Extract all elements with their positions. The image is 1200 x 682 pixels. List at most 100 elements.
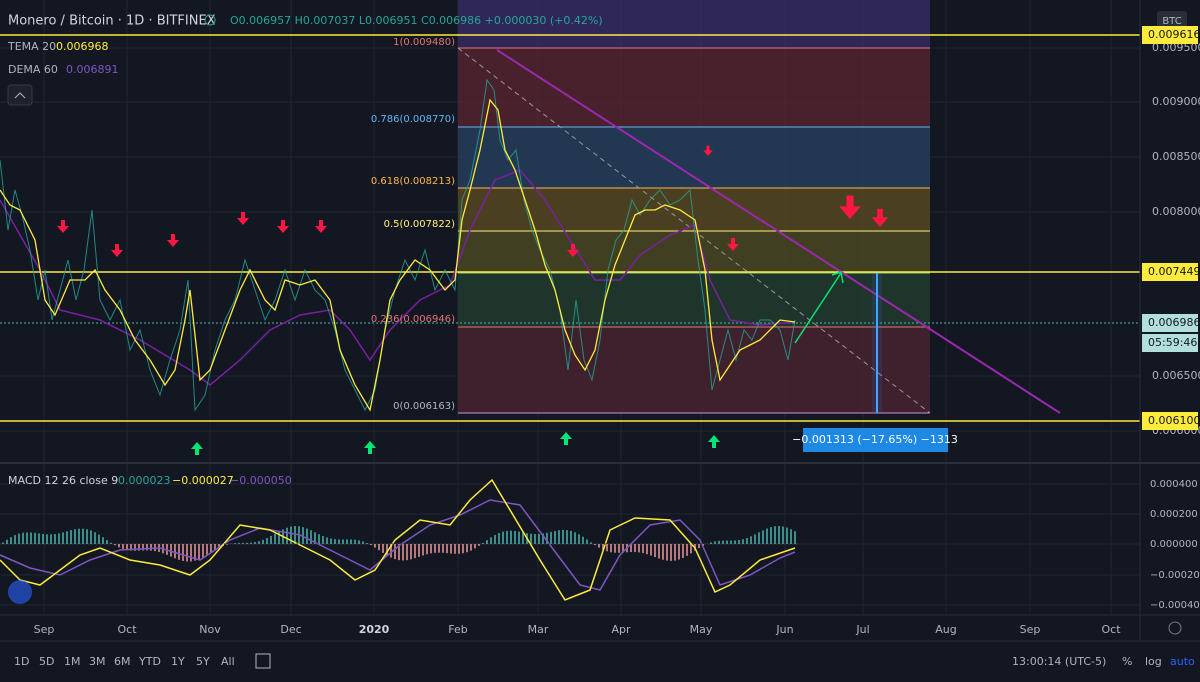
hist-bar [610, 544, 612, 553]
hist-bar [578, 534, 580, 544]
zone [458, 127, 930, 188]
up-arrow [191, 442, 203, 455]
hist-bar [54, 534, 56, 544]
hist-bar [494, 534, 496, 544]
range-button[interactable]: All [221, 655, 235, 668]
time-tick-label: Sep [34, 623, 55, 636]
hist-bar [246, 542, 248, 544]
time-tick-label: Apr [611, 623, 631, 636]
hist-bar [366, 543, 368, 544]
price-marker-text: 0.006100 [1148, 414, 1200, 427]
hist-bar [18, 533, 20, 544]
hist-bar [234, 543, 236, 544]
hist-bar [506, 530, 508, 544]
price-marker [1142, 26, 1198, 44]
hist-bar [794, 531, 796, 544]
scale-option[interactable]: log [1145, 655, 1162, 668]
hist-bar [606, 544, 608, 552]
settings-icon[interactable] [1168, 621, 1182, 635]
scale-option[interactable]: % [1122, 655, 1132, 668]
hist-bar [362, 541, 364, 544]
logo [8, 580, 32, 604]
macd-tick-label: 0.000000 [1150, 539, 1198, 550]
price-marker [1142, 334, 1198, 352]
down-arrow [167, 234, 179, 247]
hist-bar [482, 543, 484, 544]
hist-bar [446, 544, 448, 554]
hist-bar [398, 544, 400, 561]
hist-bar [650, 544, 652, 556]
date-range-icon[interactable] [255, 653, 271, 669]
range-button[interactable]: 1D [14, 655, 29, 668]
hist-bar [294, 526, 296, 544]
hist-bar [538, 533, 540, 544]
hist-bar [150, 544, 152, 551]
hist-bar [138, 544, 140, 551]
hist-bar [198, 544, 200, 560]
hist-bar [442, 544, 444, 553]
range-button[interactable]: 5Y [196, 655, 210, 668]
hist-bar [438, 544, 440, 553]
hist-bar [286, 527, 288, 544]
trend-line [496, 49, 1061, 414]
hist-bar [318, 534, 320, 544]
scale-option[interactable]: auto [1170, 655, 1195, 668]
zone [458, 327, 930, 413]
hist-bar [250, 542, 252, 544]
price-marker-text: 0.009616 [1148, 28, 1200, 41]
hist-bar [554, 530, 556, 544]
hist-bar [766, 528, 768, 544]
hist-bar [690, 544, 692, 554]
currency-badge [1157, 11, 1187, 29]
hist-bar [546, 532, 548, 544]
time-tick-label: Sep [1020, 623, 1041, 636]
hist-bar [458, 544, 460, 554]
down-arrow [703, 145, 713, 157]
hist-bar [74, 529, 76, 544]
hist-bar [34, 532, 36, 544]
collapse-button[interactable] [7, 84, 33, 106]
hist-bar [94, 532, 96, 544]
hist-bar [310, 530, 312, 544]
hist-bar [42, 533, 44, 544]
hist-bar [594, 544, 596, 546]
hist-bar [746, 537, 748, 544]
hist-bar [242, 542, 244, 544]
time-tick-label: Oct [117, 623, 137, 636]
hist-bar [258, 541, 260, 544]
fib-label: 0.618(0.008213) [371, 176, 455, 187]
hist-bar [194, 544, 196, 561]
hist-bar [110, 542, 112, 544]
hist-bar [530, 533, 532, 544]
hist-bar [622, 544, 624, 553]
range-button[interactable]: 1M [64, 655, 81, 668]
range-button[interactable]: 1Y [171, 655, 185, 668]
range-button[interactable]: 3M [89, 655, 106, 668]
hist-bar [542, 533, 544, 544]
fib-label: 0.5(0.007822) [384, 219, 456, 230]
indicator-value: 0.006891 [66, 63, 119, 76]
time-tick-label: Jun [775, 623, 793, 636]
fib-label: 1(0.009480) [393, 37, 455, 48]
zone [458, 273, 930, 327]
hist-bar [782, 526, 784, 544]
hist-bar [602, 544, 604, 550]
hist-bar [402, 544, 404, 561]
hist-bar [274, 533, 276, 544]
hist-bar [582, 536, 584, 544]
fib-label: 0(0.006163) [393, 401, 455, 412]
up-arrow [364, 441, 376, 454]
hist-bar [686, 544, 688, 556]
hist-bar [374, 544, 376, 548]
hist-bar [658, 544, 660, 559]
projection-arrow [794, 272, 842, 344]
range-button[interactable]: YTD [138, 655, 161, 668]
price-tick-label: 0.009500 [1152, 41, 1200, 54]
hist-bar [390, 544, 392, 558]
range-button[interactable]: 5D [39, 655, 54, 668]
range-button[interactable]: 6M [114, 655, 131, 668]
hist-bar [6, 539, 8, 544]
macd-label: MACD 12 26 close 9 [8, 474, 118, 487]
symbol: Monero / Bitcoin · 1D · BITFINEX [8, 14, 216, 29]
indicator-name: DEMA 60 [8, 63, 58, 76]
